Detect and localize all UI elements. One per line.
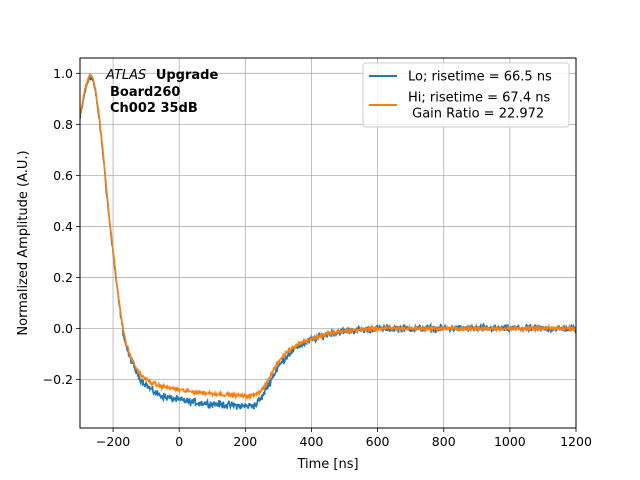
legend-text-line: Gain Ratio = 22.972: [408, 107, 544, 122]
annotation: ATLAS Upgrade Board260 Ch002 35dB: [105, 68, 218, 116]
y-tick-label: 0.4: [53, 219, 73, 234]
legend-text-line: Lo; risetime = 66.5 ns: [408, 70, 552, 85]
x-tick-label: 0: [175, 434, 183, 449]
annotation-italic: ATLAS: [105, 68, 146, 83]
y-axis-label: Normalized Amplitude (A.U.): [16, 150, 31, 335]
series-layer: [80, 73, 576, 411]
legend: Lo; risetime = 66.5 ns Hi; risetime = 67…: [362, 62, 570, 128]
tick-layer: −200 0 200 400 600 800 1000 1200 −0.2 0.0 0.2 0.4 0.…: [43, 66, 592, 449]
series-hi-line: [80, 73, 576, 401]
x-tick-label: 200: [233, 434, 257, 449]
x-tick-label: 1000: [494, 434, 526, 449]
y-tick-label: −0.2: [43, 372, 73, 387]
x-tick-label: 800: [432, 434, 456, 449]
legend-entry-lo: Lo; risetime = 66.5 ns: [408, 70, 552, 85]
y-tick-label: 0.0: [53, 321, 73, 336]
x-tick-label: 400: [300, 434, 324, 449]
x-tick-label: 1200: [560, 434, 592, 449]
y-tick-label: 0.2: [53, 270, 73, 285]
x-tick-label: 600: [366, 434, 390, 449]
annotation-line-2: Board260: [110, 85, 180, 100]
legend-text-line: Hi; risetime = 67.4 ns: [408, 91, 550, 106]
legend-entry-hi: Hi; risetime = 67.4 ns Gain Ratio = 22.9…: [408, 91, 550, 122]
y-tick-label: 0.6: [53, 168, 73, 183]
x-axis-label: Time [ns]: [296, 457, 358, 472]
plot-frame: [79, 57, 577, 429]
y-tick-label: 0.8: [53, 117, 73, 132]
annotation-line-3: Ch002 35dB: [110, 101, 198, 116]
y-tick-label: 1.0: [53, 66, 73, 81]
annotation-bold: Upgrade: [156, 68, 219, 83]
annotation-line-1: ATLAS Upgrade: [105, 68, 218, 83]
x-tick-label: −200: [96, 434, 130, 449]
legend-box: [362, 62, 570, 128]
